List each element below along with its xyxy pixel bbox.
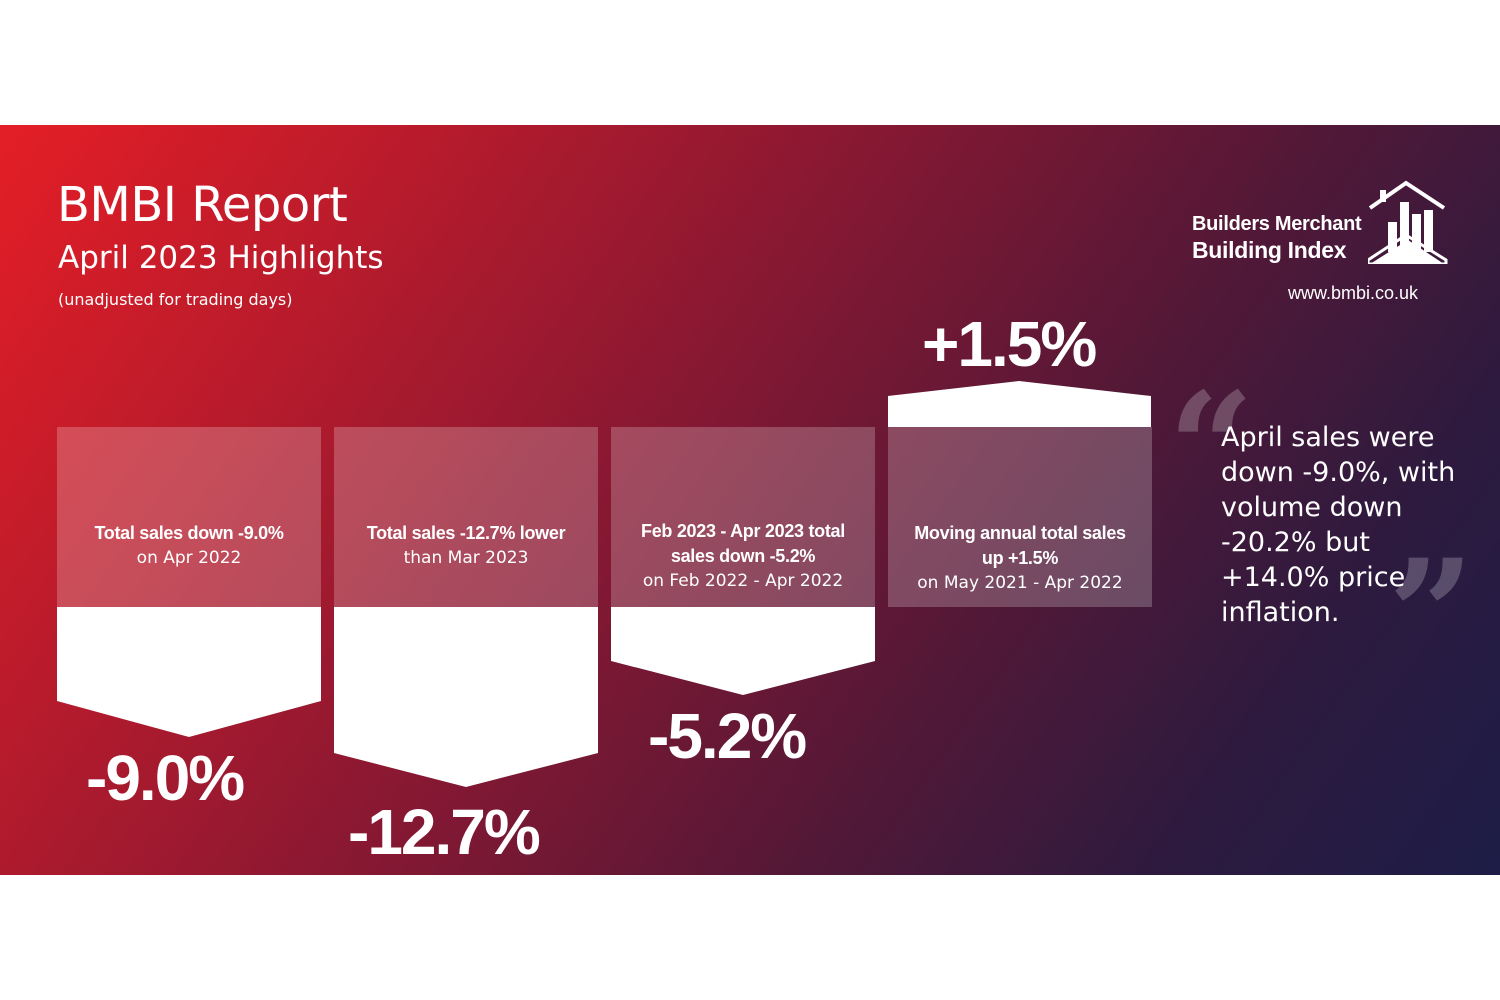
- stat-value-1: -9.0%: [86, 742, 245, 814]
- arrow-shape-4: [888, 381, 1151, 427]
- stat-card-1-text: Total sales down -9.0% on Apr 2022: [57, 521, 321, 570]
- arrow-shapes: [57, 381, 1151, 787]
- logo-line-2: Building Index: [1192, 237, 1347, 263]
- stat-card-2-detail: than Mar 2023: [403, 548, 529, 568]
- stat-card-3-detail: on Feb 2022 - Apr 2022: [642, 571, 844, 591]
- bmbi-logo: Builders Merchant Building Index: [1190, 180, 1450, 270]
- stat-card-4: Moving annual total sales up +1.5% on Ma…: [888, 427, 1152, 607]
- stat-card-1: Total sales down -9.0% on Apr 2022: [57, 427, 321, 607]
- quote-text: April sales were down -9.0%, with volume…: [1221, 422, 1456, 628]
- stat-card-2-headline: Total sales -12.7% lower: [366, 523, 566, 543]
- arrow-shape-2: [334, 607, 598, 787]
- stat-value-3: -5.2%: [648, 700, 807, 772]
- stat-card-3-headline-2: sales down -5.2%: [670, 546, 816, 566]
- report-banner: BMBI Report April 2023 Highlights (unadj…: [0, 125, 1500, 875]
- stat-card-4-text: Moving annual total sales up +1.5% on Ma…: [888, 521, 1152, 595]
- report-title: BMBI Report: [57, 177, 348, 233]
- close-quote-icon: ”: [1388, 527, 1475, 703]
- stat-card-2: Total sales -12.7% lower than Mar 2023: [334, 427, 598, 607]
- arrow-shape-1: [57, 607, 321, 737]
- report-subtitle: April 2023 Highlights: [58, 240, 384, 276]
- stat-card-4-headline: Moving annual total sales: [914, 523, 1126, 543]
- stat-card-4-headline-2: up +1.5%: [981, 548, 1059, 568]
- stat-card-2-text: Total sales -12.7% lower than Mar 2023: [334, 521, 598, 570]
- stat-card-4-detail: on May 2021 - Apr 2022: [917, 573, 1123, 593]
- stat-card-3: Feb 2023 - Apr 2023 total sales down -5.…: [611, 427, 875, 607]
- stat-card-1-headline: Total sales down -9.0%: [94, 523, 284, 543]
- stat-card-1-detail: on Apr 2022: [136, 548, 242, 568]
- report-note: (unadjusted for trading days): [58, 290, 293, 309]
- stat-value-4: +1.5%: [922, 308, 1097, 380]
- stat-card-3-text: Feb 2023 - Apr 2023 total sales down -5.…: [611, 519, 875, 593]
- logo-line-1: Builders Merchant: [1192, 213, 1362, 235]
- house-chart-icon: [1368, 180, 1448, 264]
- stat-card-3-headline: Feb 2023 - Apr 2023 total: [641, 521, 845, 541]
- arrow-shape-3: [611, 607, 875, 695]
- website-link[interactable]: www.bmbi.co.uk: [1288, 283, 1419, 303]
- stat-value-2: -12.7%: [348, 796, 541, 868]
- open-quote-icon: “: [1168, 360, 1255, 536]
